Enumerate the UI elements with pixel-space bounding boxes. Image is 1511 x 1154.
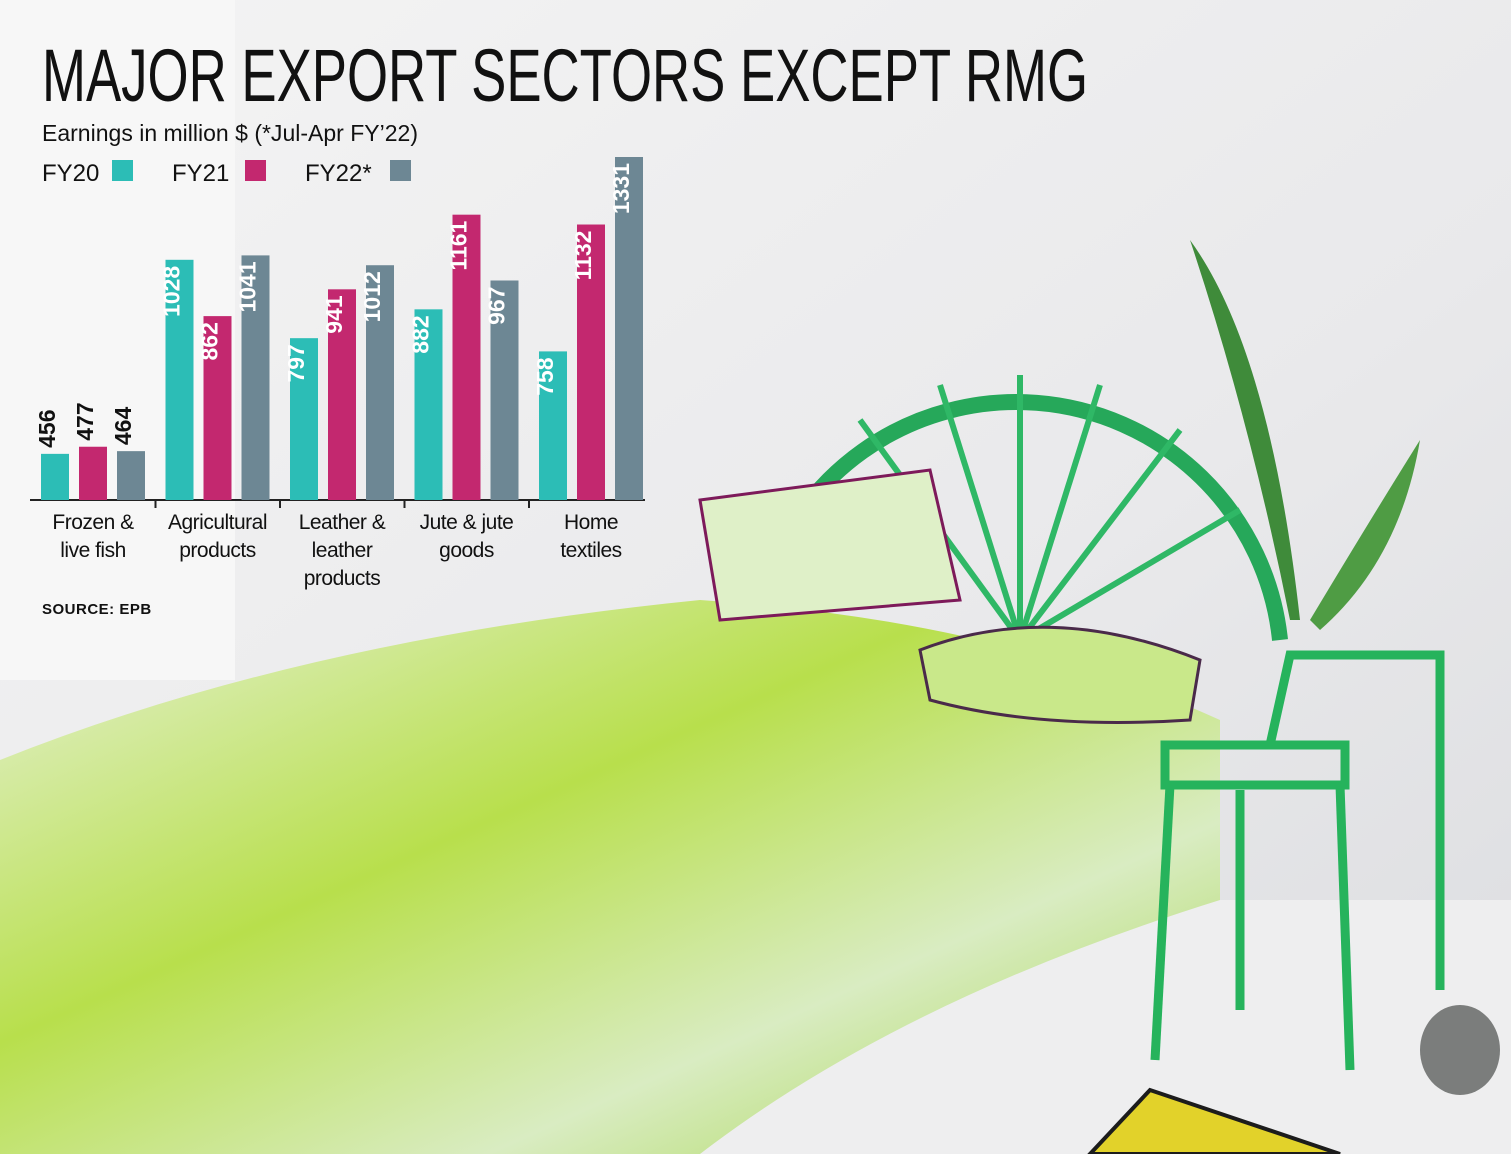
bar [241,255,270,500]
bed [0,600,1220,1154]
bar [165,259,194,500]
x-tick-label: Jute & jute goods [419,511,514,562]
value-label: 941 [321,295,347,334]
value-label: 882 [408,315,434,353]
legend-label: FY21 [172,160,229,187]
legend-swatch [390,160,411,181]
value-label: 797 [283,344,309,382]
bar [490,280,519,500]
source-note: SOURCE: EPB [42,601,152,618]
value-label: 1161 [446,220,472,270]
bar [117,451,145,500]
bar [539,351,567,500]
chart-title: MAJOR EXPORT SECTORS EXCEPT RMG [42,34,1088,117]
value-label: 456 [34,409,60,447]
value-label: 1041 [235,261,261,312]
bar [414,309,443,500]
side-table [1150,650,1445,1071]
x-tick-label: Agricultural products [167,511,268,562]
bar [366,265,394,500]
pillow [918,625,1202,724]
value-label: 862 [197,322,223,360]
plant-pot [1420,1005,1500,1095]
value-label: 1331 [608,163,634,214]
bar [328,289,356,500]
wall-panel [0,0,235,680]
value-label: 1028 [159,266,185,317]
bar [290,338,318,500]
bar [452,214,481,500]
bar [203,316,232,500]
value-label: 1012 [359,271,385,322]
bar [41,453,69,500]
x-tick-label: Home textiles [560,511,622,562]
value-label: 1132 [570,231,596,281]
rug [1087,1087,1341,1154]
value-label: 758 [532,357,558,396]
value-label: 477 [72,402,98,440]
bar [79,446,107,500]
legend-swatch [245,160,266,181]
legend-swatch [112,160,133,181]
bar [577,224,605,500]
legend-label: FY20 [42,160,99,187]
headboard-spokes [857,375,1242,643]
x-tick-label: Frozen & live fish [52,511,134,562]
value-label: 967 [484,286,510,324]
pillow [698,468,962,622]
plant-leaf [1190,240,1300,620]
chart-subtitle: Earnings in million $ (*Jul-Apr FY’22) [42,120,418,146]
legend-label: FY22* [305,160,372,187]
plant-leaf [1310,440,1420,630]
x-tick-label: Leather & leather products [298,511,386,590]
bar [615,157,643,500]
value-label: 464 [110,407,136,446]
